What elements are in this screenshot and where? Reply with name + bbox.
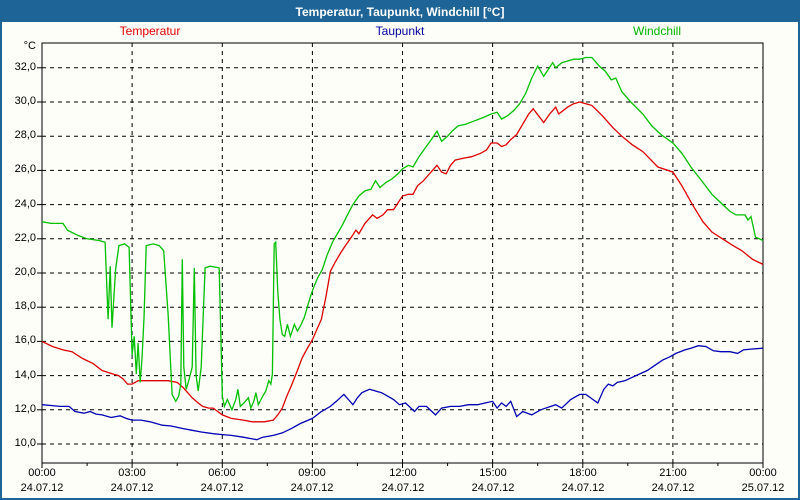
x-axis-time-label: 15:00 bbox=[479, 467, 507, 479]
x-axis-date-label: 24.07.12 bbox=[200, 482, 244, 494]
x-axis-time-label: 12:00 bbox=[389, 467, 417, 479]
y-axis-label: 32,0 bbox=[14, 61, 36, 73]
x-axis-date-label: 24.07.12 bbox=[110, 482, 154, 494]
y-axis-label: 20,0 bbox=[14, 266, 36, 278]
y-axis-label: 14,0 bbox=[14, 369, 36, 381]
x-axis-date-label: 24.07.12 bbox=[381, 482, 425, 494]
y-axis-label: 22,0 bbox=[14, 232, 36, 244]
x-axis-time-label: 06:00 bbox=[208, 467, 236, 479]
x-axis-time-label: 21:00 bbox=[659, 467, 687, 479]
x-axis-time-label: 00:00 bbox=[28, 467, 56, 479]
x-axis-date-label: 24.07.12 bbox=[651, 482, 695, 494]
x-axis-date-label: 24.07.12 bbox=[561, 482, 605, 494]
y-axis-label: 10,0 bbox=[14, 437, 36, 449]
window-title: Temperatur, Taupunkt, Windchill [°C] bbox=[295, 5, 505, 19]
taupunkt-line bbox=[41, 345, 764, 441]
x-axis-time-label: 18:00 bbox=[569, 467, 597, 479]
x-axis-time-label: 09:00 bbox=[298, 467, 326, 479]
legend-taupunkt: Taupunkt bbox=[375, 24, 425, 38]
x-axis-time-label: 00:00 bbox=[749, 467, 777, 479]
x-axis-date-label: 24.07.12 bbox=[290, 482, 334, 494]
x-axis-date-label: 24.07.12 bbox=[471, 482, 515, 494]
y-axis-label: 24,0 bbox=[14, 198, 36, 210]
y-axis-label: 18,0 bbox=[14, 300, 36, 312]
x-axis-date-label: 25.07.12 bbox=[741, 482, 785, 494]
title-bar: Temperatur, Taupunkt, Windchill [°C] bbox=[2, 2, 798, 22]
y-axis-label: 28,0 bbox=[14, 129, 36, 141]
y-axis-label: 30,0 bbox=[14, 95, 36, 107]
legend-windchill: Windchill bbox=[632, 24, 682, 38]
y-axis-label: 16,0 bbox=[14, 334, 36, 346]
x-axis-date-label: 24.07.12 bbox=[20, 482, 64, 494]
legend-temperatur: Temperatur bbox=[119, 24, 181, 38]
x-axis-time-label: 03:00 bbox=[118, 467, 146, 479]
y-axis-label: 26,0 bbox=[14, 163, 36, 175]
y-axis-unit-label: °C bbox=[23, 40, 36, 52]
plot-frame bbox=[41, 42, 764, 464]
windchill-line bbox=[41, 56, 764, 412]
temperatur-line bbox=[41, 101, 764, 423]
y-axis-label: 12,0 bbox=[14, 403, 36, 415]
